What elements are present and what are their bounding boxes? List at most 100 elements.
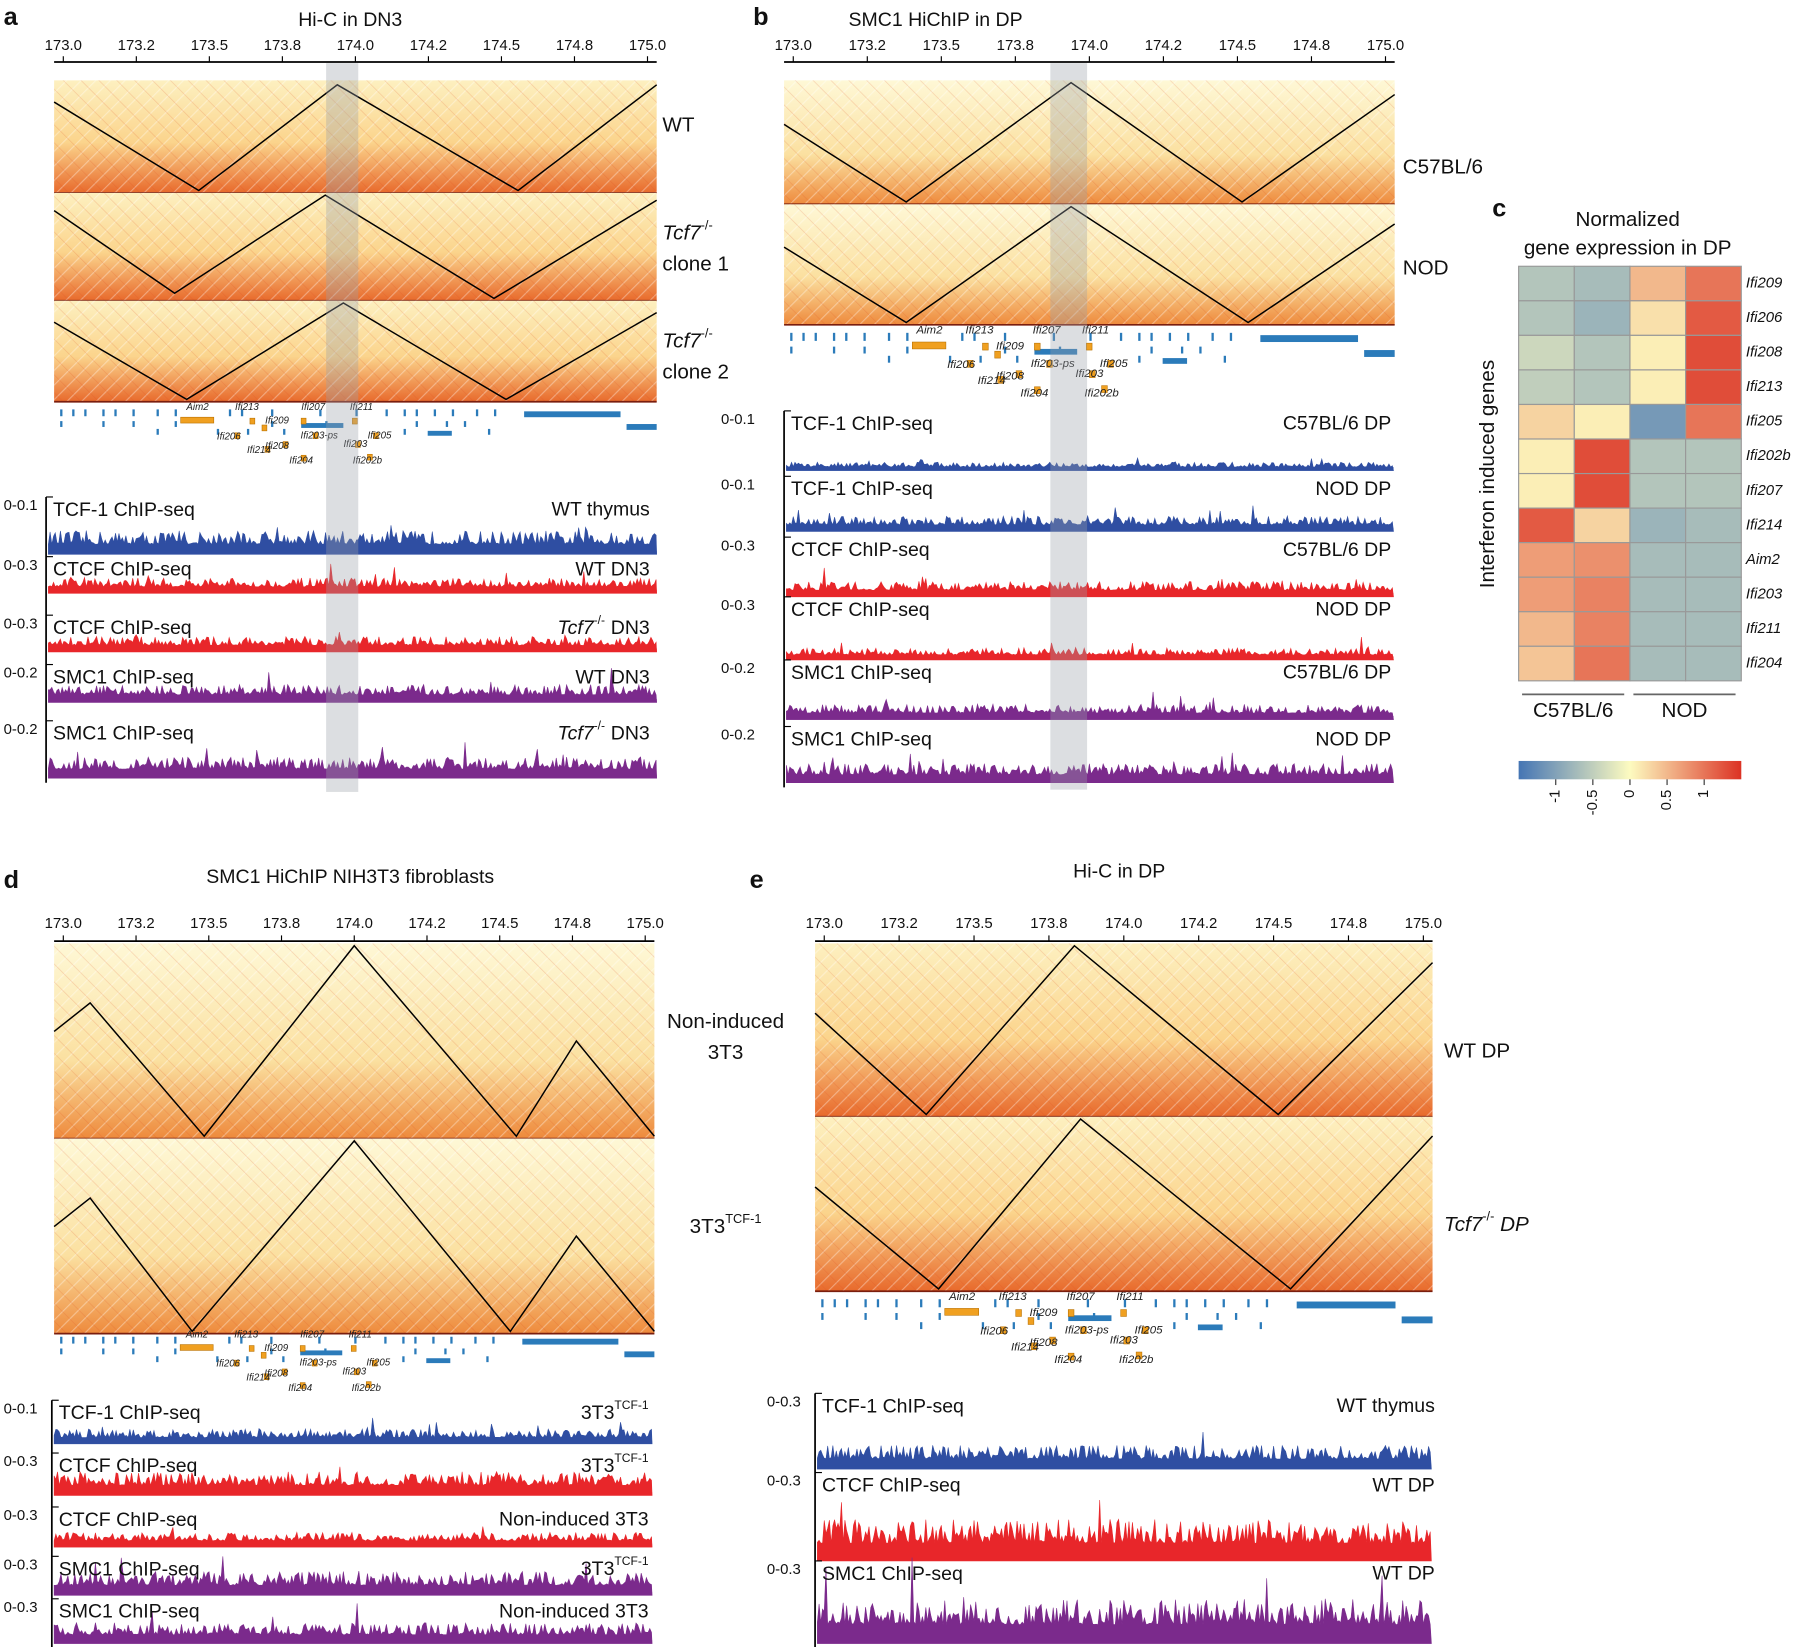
text-part: -/- <box>701 326 713 341</box>
gene-box <box>179 1344 214 1351</box>
track-sample: NOD DP <box>1315 478 1391 500</box>
gene-tick <box>1180 346 1184 354</box>
gene-box <box>1089 370 1096 378</box>
track-sample: Tcf7-/- DN3 <box>557 613 649 639</box>
track-range: 0-0.2 <box>4 721 38 738</box>
contact-map-texture <box>54 1138 655 1334</box>
row-label: Ifi208 <box>1746 344 1783 361</box>
gene-tick <box>821 1313 824 1320</box>
track-baseline <box>48 550 657 555</box>
track-name: TCF-1 ChIP-seq <box>791 478 933 500</box>
gene-box <box>248 1345 255 1352</box>
gene-block <box>624 1351 655 1358</box>
track-name: SMC1 ChIP-seq <box>53 723 194 745</box>
panel-title: SMC1 HiChIP NIH3T3 fibroblasts <box>206 866 494 888</box>
track-sample: WT thymus <box>1337 1395 1435 1417</box>
track-range: 0-0.1 <box>4 1400 38 1417</box>
map-label: Tcf7-/- DP <box>1444 1209 1529 1236</box>
track-baseline <box>786 656 1394 660</box>
highlight-region <box>326 63 359 792</box>
contact-map-texture <box>784 204 1395 325</box>
coordinate-label: 174.5 <box>1255 915 1292 932</box>
text-part: WT DN3 <box>575 666 649 688</box>
track-baseline <box>786 467 1394 471</box>
tad-outline <box>814 944 1434 1116</box>
track-sample: WT DP <box>1372 1563 1434 1585</box>
gene-block <box>1364 350 1395 357</box>
text-part: WT thymus <box>552 499 650 521</box>
gene-label: Ifi207 <box>301 402 325 413</box>
heatmap-cell <box>1629 334 1687 371</box>
track-range: 0-0.3 <box>4 615 38 632</box>
gene-tick <box>1185 1299 1188 1308</box>
gene-tick <box>1052 332 1056 341</box>
heatmap-cell <box>1629 542 1687 578</box>
gene-tick <box>450 1336 453 1344</box>
gene-tick <box>864 1299 867 1308</box>
gene-label: Ifi206 <box>947 359 976 371</box>
gene-box <box>994 350 1001 359</box>
gene-block <box>427 430 452 436</box>
gene-tick <box>493 409 497 417</box>
heatmap-title: gene expression in DP <box>1524 237 1732 260</box>
coordinate-label: 173.0 <box>775 37 812 54</box>
gene-label: Ifi208 <box>996 370 1025 382</box>
track-sample: Non-induced 3T3 <box>499 1509 649 1531</box>
gene-tick <box>981 1322 985 1330</box>
coordinate-label: 174.8 <box>556 37 593 54</box>
signal-track <box>817 1557 1432 1644</box>
gene-label: Ifi211 <box>1116 1291 1143 1303</box>
gene-box <box>1123 1336 1130 1345</box>
row-label: Ifi209 <box>1746 274 1782 291</box>
gene-block <box>1260 335 1359 343</box>
track-sample: 3T3TCF-1 <box>581 1554 649 1580</box>
gene-tick <box>845 332 848 341</box>
gene-tick <box>174 409 177 417</box>
row-label: Aim2 <box>1745 551 1781 568</box>
text-part: Tcf7 <box>662 330 702 353</box>
signal-track <box>48 742 657 779</box>
gene-box <box>1034 342 1041 351</box>
gene-tick <box>240 409 244 417</box>
gene-tick <box>102 421 105 427</box>
text-part: clone 2 <box>662 361 729 384</box>
gene-tick <box>938 1299 941 1308</box>
gene-tick <box>156 428 159 435</box>
gene-tick <box>1259 1322 1262 1330</box>
track-range: 0-0.3 <box>4 1507 38 1524</box>
heatmap-cell <box>1518 438 1575 475</box>
gene-tick <box>895 1313 898 1320</box>
coordinate-label: 174.0 <box>1071 37 1108 54</box>
gene-tick <box>832 332 836 341</box>
track-sample: 3T3TCF-1 <box>581 1451 649 1477</box>
gene-box <box>261 424 268 432</box>
gene-tick <box>1265 1299 1269 1308</box>
gene-block <box>524 411 621 418</box>
gene-tick <box>979 355 982 363</box>
heatmap-cell <box>1573 403 1631 440</box>
coordinate-label: 173.8 <box>997 37 1034 54</box>
gene-label: Ifi203 <box>343 439 367 450</box>
text-part: Tcf7 <box>557 617 594 639</box>
gene-box <box>299 1382 306 1389</box>
track-name: SMC1 ChIP-seq <box>59 1558 200 1580</box>
contact-map-texture <box>815 1116 1433 1292</box>
gene-block <box>1401 1316 1433 1324</box>
gene-label: Ifi207 <box>1067 1291 1096 1303</box>
map-label: 3T3TCF-1 <box>690 1211 762 1238</box>
track-baseline <box>817 1640 1432 1644</box>
gene-box <box>1030 1342 1038 1351</box>
track-sample: Non-induced 3T3 <box>499 1601 649 1623</box>
gene-label: Ifi203-ps <box>301 430 339 441</box>
track-range: 0-0.2 <box>4 665 38 682</box>
heatmap-cell <box>1518 542 1575 578</box>
coordinate-label: 173.2 <box>849 37 886 54</box>
heatmap-cell <box>1685 472 1742 509</box>
track-range: 0-0.3 <box>721 537 755 554</box>
gene-label: Aim2 <box>185 402 209 413</box>
track-name: SMC1 ChIP-seq <box>59 1601 200 1623</box>
text-part: 3T3 <box>581 1455 615 1477</box>
gene-box <box>1067 1352 1075 1361</box>
gene-box <box>352 417 358 425</box>
gene-box <box>234 432 241 439</box>
